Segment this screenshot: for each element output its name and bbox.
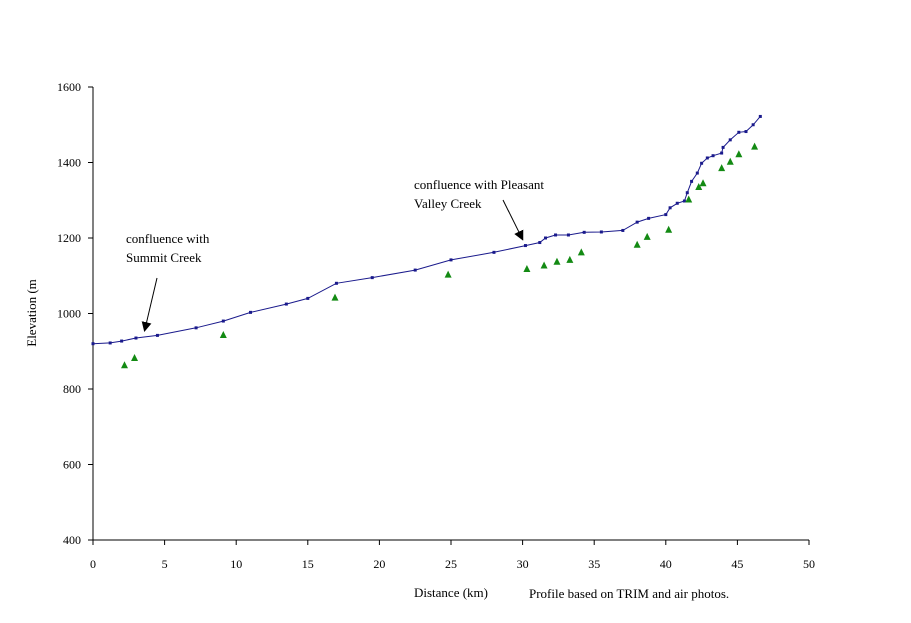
profile-point [538,241,542,245]
profile-point [370,276,374,280]
triangle-point [665,225,673,233]
x-tick-label: 5 [162,557,168,571]
profile-point [91,342,95,346]
profile-point [492,250,496,254]
triangle-point [444,270,452,278]
triangle-point [566,255,574,263]
profile-point [284,302,288,306]
x-tick-label: 10 [230,557,242,571]
triangle-point [633,240,641,248]
profile-point [700,161,704,165]
x-axis-title: Distance (km) [414,585,488,600]
profile-point [737,130,741,134]
profile-point [675,201,679,205]
y-axis-title: Elevation (m [24,279,39,347]
triangle-point [331,293,339,301]
profile-point [449,258,453,262]
x-tick-label: 0 [90,557,96,571]
triangle-point [121,361,129,369]
triangle-point [553,257,561,265]
profile-point [306,296,310,300]
profile-point [711,154,715,158]
profile-point [120,339,124,343]
series-layer [91,114,762,369]
x-tick-label: 45 [731,557,743,571]
profile-point [685,191,689,195]
profile-point [664,213,668,217]
annotation-arrow [141,277,158,333]
y-tick-label: 1000 [57,307,81,321]
triangle-point [726,157,734,165]
profile-point [249,310,253,314]
profile-point [582,230,586,234]
profile-point [728,138,732,142]
triangle-point [718,164,726,172]
triangle-point [577,248,585,256]
y-tick-label: 1400 [57,156,81,170]
profile-point [751,123,755,127]
profile-point [705,156,709,160]
y-axis-ticks: 400 600 800 1000 1200 1400 1600 [57,80,93,547]
profile-point [108,341,112,345]
annotation-text: confluence with [126,231,210,246]
triangle-point [699,179,707,187]
profile-point [221,319,225,323]
triangle-point [735,150,743,158]
triangle-point [131,354,139,362]
profile-point [155,333,159,337]
annotation-arrow [502,199,524,241]
profile-point [647,216,651,220]
profile-point [134,336,138,340]
triangle-point [219,331,227,339]
profile-point [194,326,198,330]
axes [92,87,809,541]
profile-point [334,281,338,285]
profile-point [695,171,699,175]
profile-point [523,244,527,248]
profile-point [413,268,417,272]
profile-point [720,151,724,155]
x-tick-label: 40 [660,557,672,571]
profile-point [758,114,762,118]
profile-point [635,220,639,224]
x-axis-ticks: 0 5 10 15 20 25 30 35 40 45 50 [90,540,815,571]
y-tick-label: 400 [63,533,81,547]
footnote: Profile based on TRIM and air photos. [529,586,729,601]
triangle-point [643,232,651,240]
profile-point [554,233,558,237]
profile-point [690,179,694,183]
x-tick-label: 35 [588,557,600,571]
annotation-text: Valley Creek [414,196,482,211]
profile-point [599,230,603,234]
y-tick-label: 600 [63,458,81,472]
x-tick-label: 50 [803,557,815,571]
annotation-text: Summit Creek [126,250,202,265]
triangle-point [685,195,693,203]
profile-point [721,145,725,149]
annotation-text: confluence with Pleasant [414,177,544,192]
y-tick-label: 1600 [57,80,81,94]
triangle-point [695,183,703,191]
profile-point [544,236,548,240]
x-tick-label: 15 [302,557,314,571]
triangle-point [540,261,548,269]
y-tick-label: 800 [63,382,81,396]
profile-point [668,206,672,210]
x-tick-label: 20 [373,557,385,571]
y-tick-label: 1200 [57,231,81,245]
profile-point [566,233,570,237]
triangle-point [523,264,531,272]
x-tick-label: 25 [445,557,457,571]
triangle-point [751,142,759,150]
profile-point [682,199,686,203]
annotation-layer: confluence with Summit Creek confluence wi… [126,177,544,333]
profile-point [744,130,748,134]
profile-point [621,228,625,232]
x-tick-label: 30 [517,557,529,571]
